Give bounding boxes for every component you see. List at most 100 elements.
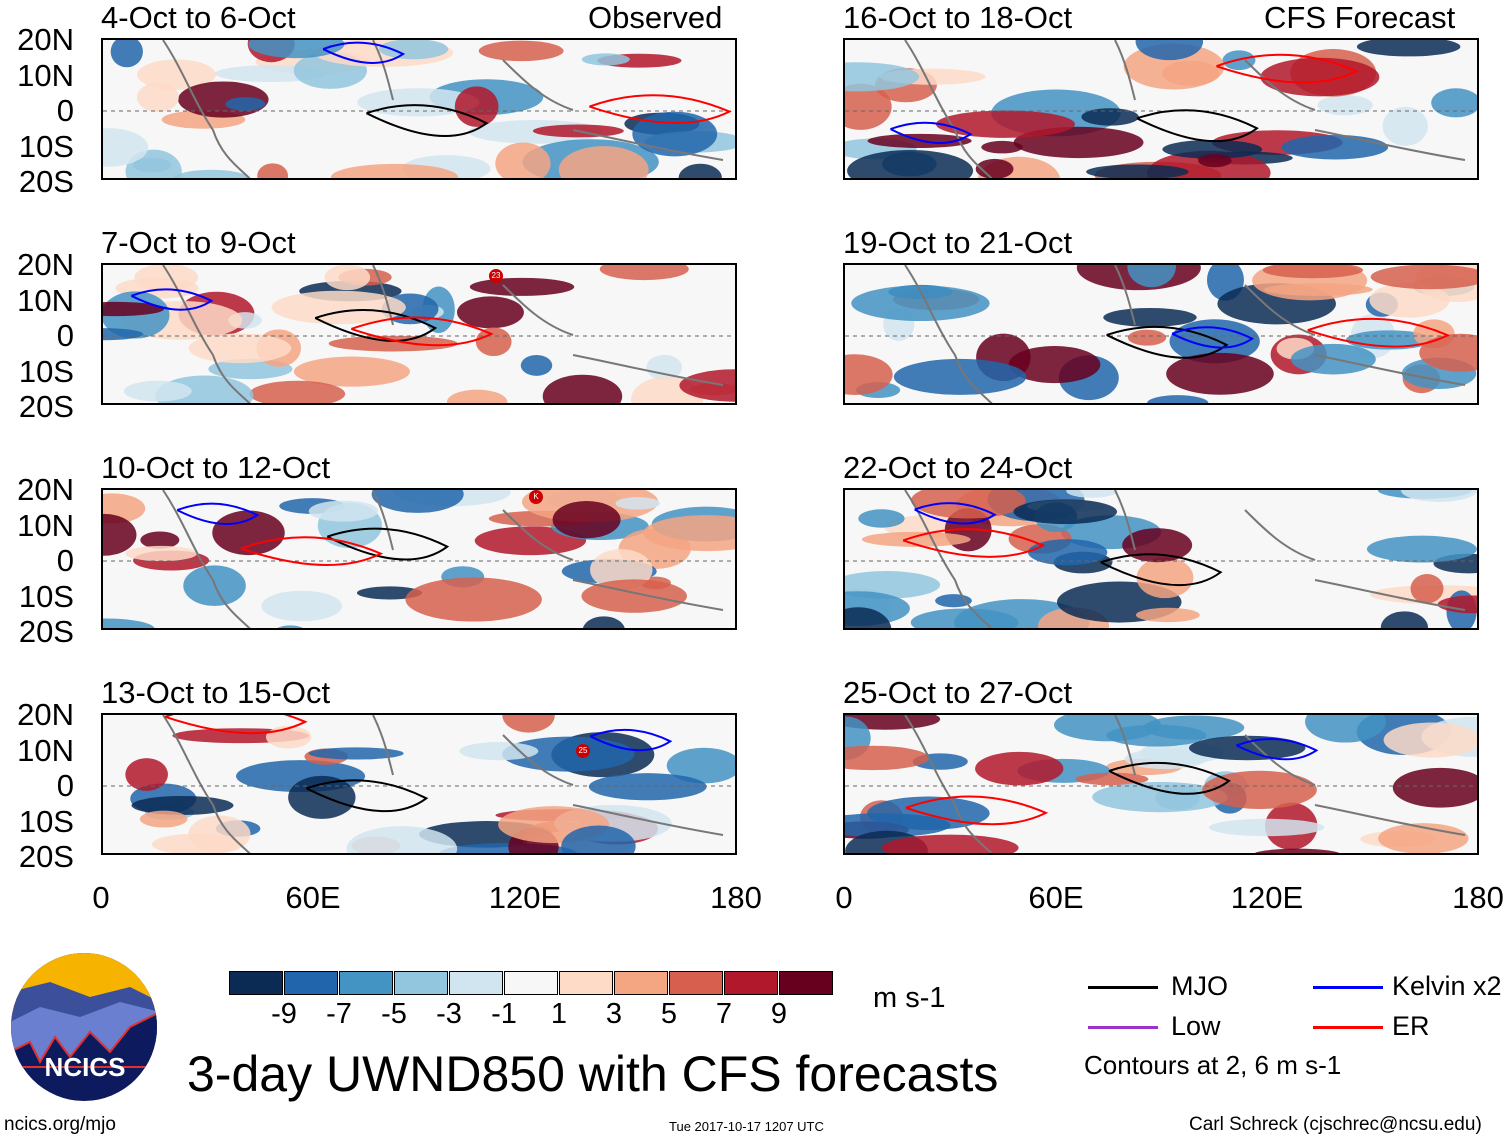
- anomaly-blob: [1392, 767, 1477, 808]
- anomaly-blob: [248, 40, 345, 59]
- anomaly-blob: [615, 497, 661, 510]
- anomaly-blob: [845, 745, 930, 771]
- colorbar-label: 1: [550, 998, 568, 1030]
- colorbar-swatch: [779, 971, 833, 995]
- anomaly-blob: [678, 163, 722, 178]
- mjo-contour: [314, 309, 438, 342]
- colorbar-label: 5: [660, 998, 678, 1030]
- colorbar-swatch: [394, 971, 448, 995]
- anomaly-blob: [1008, 345, 1101, 384]
- anomaly-blob: [446, 389, 508, 403]
- anomaly-blob: [271, 290, 406, 325]
- anomaly-blob: [935, 110, 1075, 138]
- anomaly-blob: [1066, 490, 1118, 498]
- anomaly-blob: [542, 374, 623, 403]
- colorbar-swatch: [339, 971, 393, 995]
- colorbar-swatch: [504, 971, 558, 995]
- anomaly-blob: [1053, 715, 1161, 742]
- anomaly-blob: [132, 157, 172, 173]
- anomaly-blob: [103, 328, 144, 341]
- kelvin-contour: [914, 502, 997, 525]
- anomaly-blob: [1378, 823, 1469, 853]
- anomaly-blob: [1135, 40, 1204, 61]
- lat-label: 10N: [17, 282, 74, 318]
- lat-label: 20N: [17, 472, 74, 507]
- colorbar-units: m s-1: [873, 982, 946, 1014]
- anomaly-blob: [1086, 164, 1189, 178]
- footer-url[interactable]: ncics.org/mjo: [4, 1114, 116, 1135]
- anomaly-blob: [502, 736, 635, 772]
- legend-kelvin: Kelvin x2: [1392, 971, 1502, 1001]
- anomaly-blob: [454, 86, 499, 127]
- anomaly-blob: [1254, 848, 1340, 853]
- anomaly-blob: [478, 40, 564, 62]
- anomaly-blob: [257, 163, 289, 178]
- anomaly-blob: [1147, 395, 1209, 403]
- legend-kelvin-line: [1313, 986, 1383, 989]
- kelvin-contour: [1171, 326, 1255, 349]
- anomaly-blob: [1370, 265, 1477, 290]
- colorbar-swatch: [284, 971, 338, 995]
- kelvin-contour: [176, 502, 260, 525]
- figure-title: 3-day UWND850 with CFS forecasts: [187, 1046, 999, 1102]
- anomaly-blob: [475, 327, 512, 357]
- anomaly-blob: [188, 815, 251, 853]
- coastline: [904, 715, 1466, 853]
- coastline: [904, 490, 1466, 628]
- anomaly-blob: [582, 616, 625, 628]
- lat-label: 20S: [18, 614, 74, 649]
- anomaly-blob: [136, 82, 179, 112]
- er-contour: [1307, 317, 1451, 348]
- anomaly-blob: [1081, 108, 1139, 126]
- legend-low-line: [1088, 1026, 1158, 1029]
- anomaly-blob: [1013, 499, 1118, 525]
- anomaly-blob: [139, 810, 188, 828]
- anomaly-blob: [1188, 735, 1306, 761]
- anomaly-blob: [249, 380, 346, 403]
- kelvin-contour: [130, 288, 214, 311]
- legend-er-line: [1313, 1026, 1383, 1029]
- anomaly-blob: [632, 111, 718, 157]
- lat-label: 10S: [18, 353, 74, 389]
- anomaly-blob: [1103, 308, 1197, 327]
- anomaly-blob: [845, 607, 892, 628]
- anomaly-blob: [405, 577, 542, 622]
- anomaly-blob: [520, 355, 553, 376]
- anomaly-blob: [558, 146, 649, 178]
- anomaly-blob: [643, 515, 735, 552]
- lat-label: 20S: [18, 164, 74, 199]
- anomaly-blob: [356, 586, 423, 600]
- lat-label: 0: [56, 543, 74, 578]
- wind-field: [845, 715, 1477, 853]
- lon-label: 120E: [1230, 880, 1304, 915]
- coastline: [162, 40, 724, 178]
- anomaly-blob: [1092, 781, 1228, 813]
- anomaly-blob: [288, 775, 356, 819]
- anomaly-blob: [502, 715, 555, 733]
- legend-mjo: MJO: [1171, 971, 1228, 1001]
- ncics-logo: NCICS: [11, 953, 157, 1101]
- anomaly-blob: [110, 40, 143, 68]
- lat-label: 10S: [18, 578, 74, 614]
- anomaly-blob: [474, 526, 587, 556]
- anomaly-blob: [1264, 283, 1373, 296]
- coastline: [162, 490, 724, 628]
- anomaly-blob: [137, 59, 216, 90]
- anomaly-blob: [131, 795, 234, 815]
- anomaly-blob: [1383, 722, 1477, 758]
- map-panel-forecast: [843, 488, 1479, 630]
- anomaly-blob: [588, 773, 707, 801]
- anomaly-blob: [172, 169, 251, 178]
- anomaly-blob: [495, 142, 551, 178]
- anomaly-blob: [1208, 818, 1325, 837]
- anomaly-blob: [845, 813, 951, 838]
- coastline: [162, 715, 724, 853]
- anomaly-blob: [679, 369, 735, 402]
- colorbar-swatch: [449, 971, 503, 995]
- anomaly-blob: [845, 83, 892, 130]
- lat-label: 20S: [18, 389, 74, 424]
- anomaly-blob: [1431, 88, 1477, 118]
- lat-label: 10N: [17, 507, 74, 543]
- lon-label: 0: [92, 880, 110, 915]
- map-panel-forecast: [843, 38, 1479, 180]
